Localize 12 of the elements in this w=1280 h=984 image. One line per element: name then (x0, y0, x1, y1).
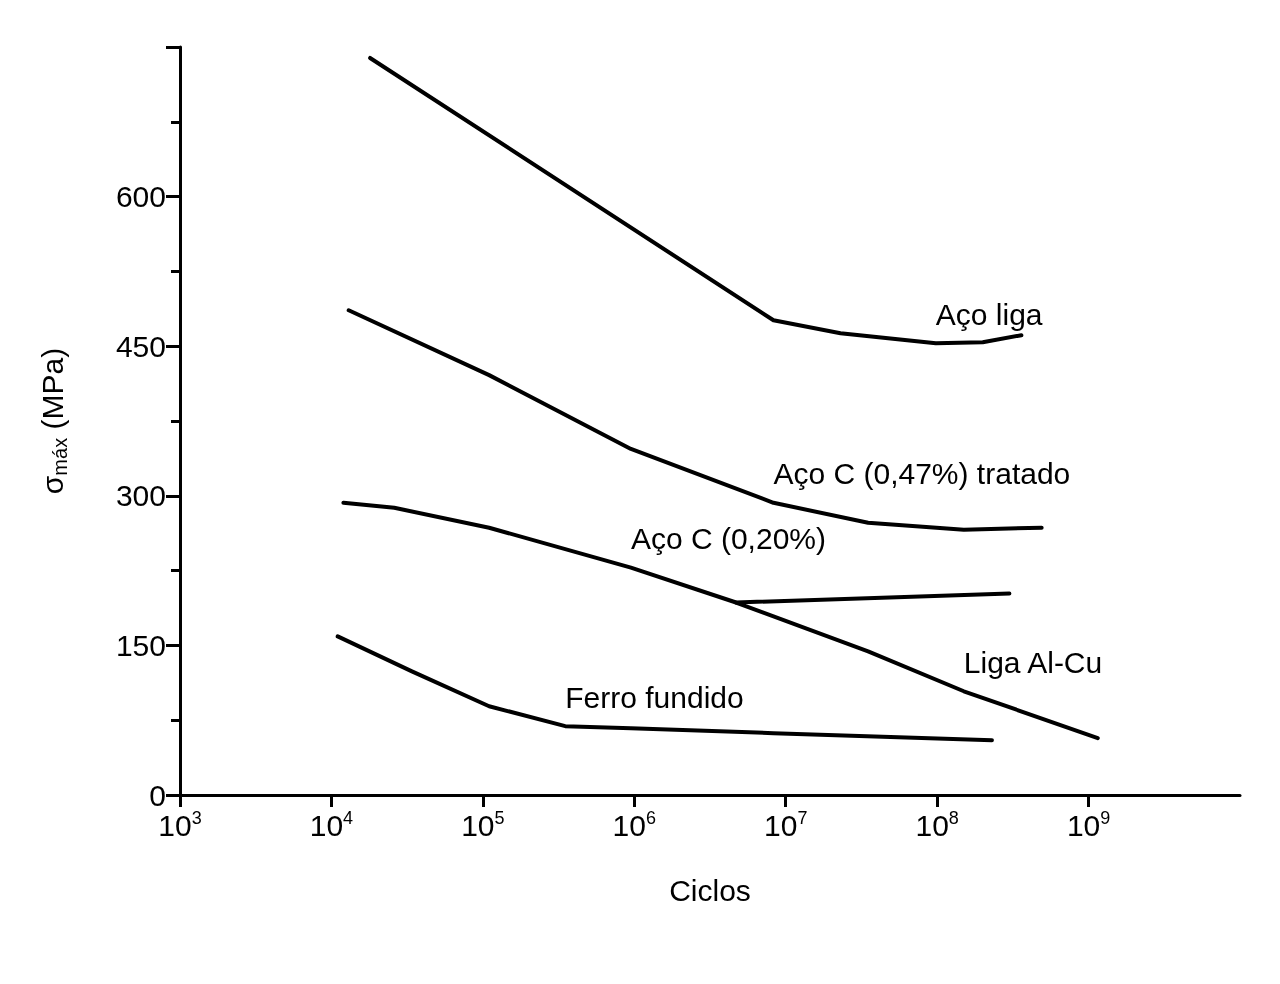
series-label: Aço C (0,20%) (630, 522, 826, 556)
y-tick-label: 0 (149, 778, 166, 812)
series-label: Liga Al-Cu (963, 645, 1103, 679)
y-tick-label: 450 (115, 329, 166, 363)
y-tick-label: 600 (115, 180, 166, 214)
y-axis-title: σmáx (MPa) (35, 347, 71, 495)
y-tick-label: 300 (115, 479, 166, 513)
x-axis-title: Ciclos (669, 873, 751, 907)
series-label: Aço liga (935, 297, 1043, 331)
y-tick-label: 150 (115, 628, 166, 662)
series-label: Ferro fundido (565, 680, 744, 714)
series-label: Aço C (0,47%) tratado (773, 457, 1071, 491)
